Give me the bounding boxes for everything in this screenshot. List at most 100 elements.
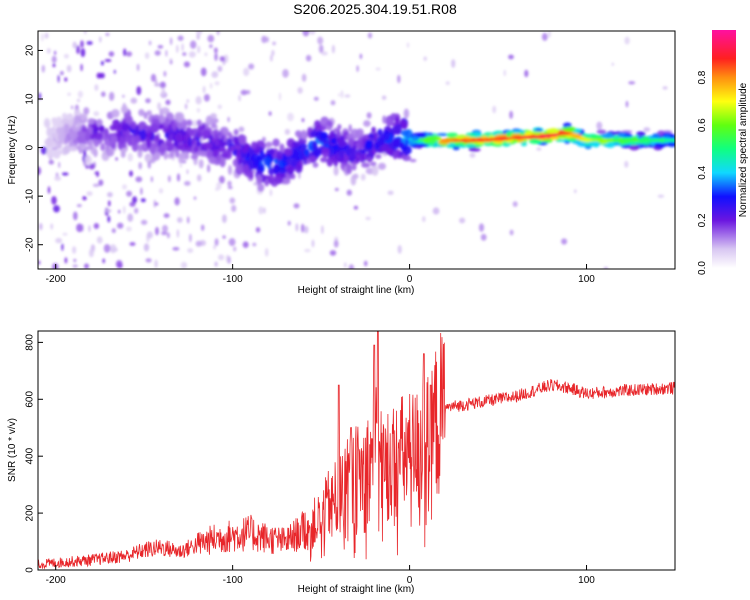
spectrogram-noise-blob bbox=[503, 69, 507, 77]
spectrogram-noise-blob bbox=[130, 97, 138, 104]
spectrogram-noise-blob bbox=[71, 105, 74, 110]
snr-y-label: SNR (10 * v/v) bbox=[7, 418, 18, 482]
spectrogram-noise-blob bbox=[134, 207, 139, 214]
spectrogram-ridge-blob bbox=[528, 138, 541, 144]
spectrogram-noise-blob bbox=[64, 257, 68, 264]
spectrogram-ridge-blob bbox=[85, 131, 90, 142]
spectrogram-core-blob bbox=[568, 133, 578, 137]
spectrogram-ridge-blob bbox=[217, 133, 223, 139]
spectrogram-noise-blob bbox=[85, 165, 89, 169]
spectrogram-ridge-blob bbox=[236, 148, 241, 158]
spectrogram-noise-blob bbox=[596, 121, 603, 130]
spectrogram-ridge-blob bbox=[210, 122, 217, 129]
spectrogram-noise-blob bbox=[127, 213, 134, 222]
spectrogram-ridge-blob bbox=[295, 152, 304, 161]
spectrogram-noise-blob bbox=[88, 248, 94, 258]
spectrogram-ridge-blob bbox=[166, 145, 173, 152]
spectrogram-x-tick-label: 100 bbox=[578, 274, 595, 285]
spectrogram-noise-blob bbox=[271, 49, 275, 57]
spectrogram-y-tick-label: -10 bbox=[25, 188, 36, 203]
spectrogram-noise-blob bbox=[93, 111, 100, 117]
spectrogram-noise-blob bbox=[100, 61, 104, 66]
spectrogram-noise-blob bbox=[301, 223, 305, 233]
spectrogram-noise-blob bbox=[217, 65, 223, 72]
spectrogram-ridge-blob bbox=[154, 134, 160, 141]
spectrogram-noise-blob bbox=[80, 63, 83, 72]
spectrogram-ridge-blob bbox=[272, 138, 280, 147]
spectrogram-noise-blob bbox=[643, 127, 651, 132]
spectrogram-ridge-blob bbox=[436, 133, 449, 137]
spectrogram-noise-blob bbox=[263, 207, 266, 214]
spectrogram-y-tick-label: 0 bbox=[25, 144, 36, 150]
spectrogram-ridge-blob bbox=[122, 102, 127, 114]
colorbar-tick-label: 0.6 bbox=[697, 118, 708, 132]
spectrogram-core-blob bbox=[464, 138, 473, 142]
spectrogram-noise-blob bbox=[233, 246, 237, 252]
spectrogram-noise-blob bbox=[54, 176, 62, 181]
spectrogram-ridge-blob bbox=[279, 143, 285, 153]
spectrogram-ridge-blob bbox=[65, 114, 73, 120]
spectrogram-ridge-blob bbox=[139, 129, 147, 141]
spectrogram-ridge-blob bbox=[121, 123, 131, 132]
spectrogram-noise-blob bbox=[72, 246, 77, 254]
spectrogram-ridge-blob bbox=[187, 137, 192, 147]
spectrogram-noise-blob bbox=[44, 32, 49, 39]
spectrogram-ridge-blob bbox=[205, 115, 213, 126]
spectrogram-ridge-blob bbox=[563, 126, 576, 132]
spectrogram-ridge-blob bbox=[193, 146, 200, 153]
spectrogram-ridge-blob bbox=[203, 141, 213, 150]
spectrogram-ridge-blob bbox=[217, 141, 227, 147]
spectrogram-ridge-blob bbox=[186, 119, 193, 127]
spectrogram-ridge-blob bbox=[652, 133, 661, 138]
spectrogram-ridge-blob bbox=[596, 129, 607, 134]
spectrogram-noise-blob bbox=[46, 48, 51, 54]
spectrogram-ridge-blob bbox=[241, 147, 249, 154]
spectrogram-x-tick-label: 0 bbox=[407, 274, 413, 285]
spectrogram-ridge-blob bbox=[92, 147, 98, 156]
colorbar-tick-label: 0.4 bbox=[697, 165, 708, 179]
spectrogram-noise-blob bbox=[53, 205, 60, 213]
spectrogram-ridge-blob bbox=[54, 132, 59, 140]
spectrogram-noise-blob bbox=[397, 245, 402, 254]
spectrogram-x-ticks: -200 -100 0 100 bbox=[46, 264, 595, 285]
spectrogram-noise-blob bbox=[58, 161, 61, 168]
spectrogram-ridge-blob bbox=[411, 136, 419, 142]
spectrogram-noise-blob bbox=[331, 44, 335, 54]
spectrogram-noise-blob bbox=[272, 41, 276, 46]
spectrogram-noise-blob bbox=[287, 220, 291, 226]
snr-y-ticks: 0 200 400 600 800 bbox=[25, 334, 43, 573]
spectrogram-noise-blob bbox=[187, 216, 190, 224]
spectrogram-ridge-blob bbox=[349, 137, 354, 149]
spectrogram-ridge-blob bbox=[175, 112, 185, 123]
spectrogram-noise-blob bbox=[302, 31, 310, 37]
spectrogram-noise-blob bbox=[611, 62, 614, 66]
spectrogram-noise-blob bbox=[238, 94, 241, 102]
spectrogram-ridge-blob bbox=[87, 118, 95, 125]
spectrogram-noise-blob bbox=[222, 235, 226, 239]
spectrogram-noise-blob bbox=[231, 204, 237, 213]
spectrogram-ridge-blob bbox=[392, 129, 401, 135]
spectrogram-ridge-blob bbox=[327, 121, 333, 127]
spectrogram-ridge-blob bbox=[338, 149, 345, 158]
spectrogram-ridge-blob bbox=[219, 126, 229, 136]
spectrogram-noise-blob bbox=[191, 120, 198, 127]
spectrogram-noise-blob bbox=[104, 59, 112, 62]
spectrogram-noise-blob bbox=[340, 90, 344, 99]
spectrogram-noise-blob bbox=[222, 214, 227, 223]
spectrogram-ridge-blob bbox=[130, 121, 137, 130]
spectrogram-noise-blob bbox=[181, 43, 184, 52]
spectrogram-core-blob bbox=[520, 136, 531, 139]
spectrogram-ridge-blob bbox=[290, 173, 296, 180]
spectrogram-noise-blob bbox=[83, 149, 87, 156]
spectrogram-noise-blob bbox=[109, 244, 117, 254]
spectrogram-ridge-blob bbox=[298, 143, 308, 149]
spectrogram-ridge-blob bbox=[346, 163, 353, 175]
spectrogram-ridge-blob bbox=[199, 150, 208, 157]
spectrogram-ridge-blob bbox=[52, 118, 57, 129]
spectrogram-noise-blob bbox=[125, 226, 132, 232]
spectrogram-noise-blob bbox=[143, 243, 150, 252]
snr-x-ticks: -200 -100 0 100 bbox=[46, 565, 595, 586]
spectrogram-noise-blob bbox=[123, 48, 127, 57]
spectrogram-noise-blob bbox=[226, 254, 229, 263]
spectrogram-noise-blob bbox=[353, 205, 359, 210]
